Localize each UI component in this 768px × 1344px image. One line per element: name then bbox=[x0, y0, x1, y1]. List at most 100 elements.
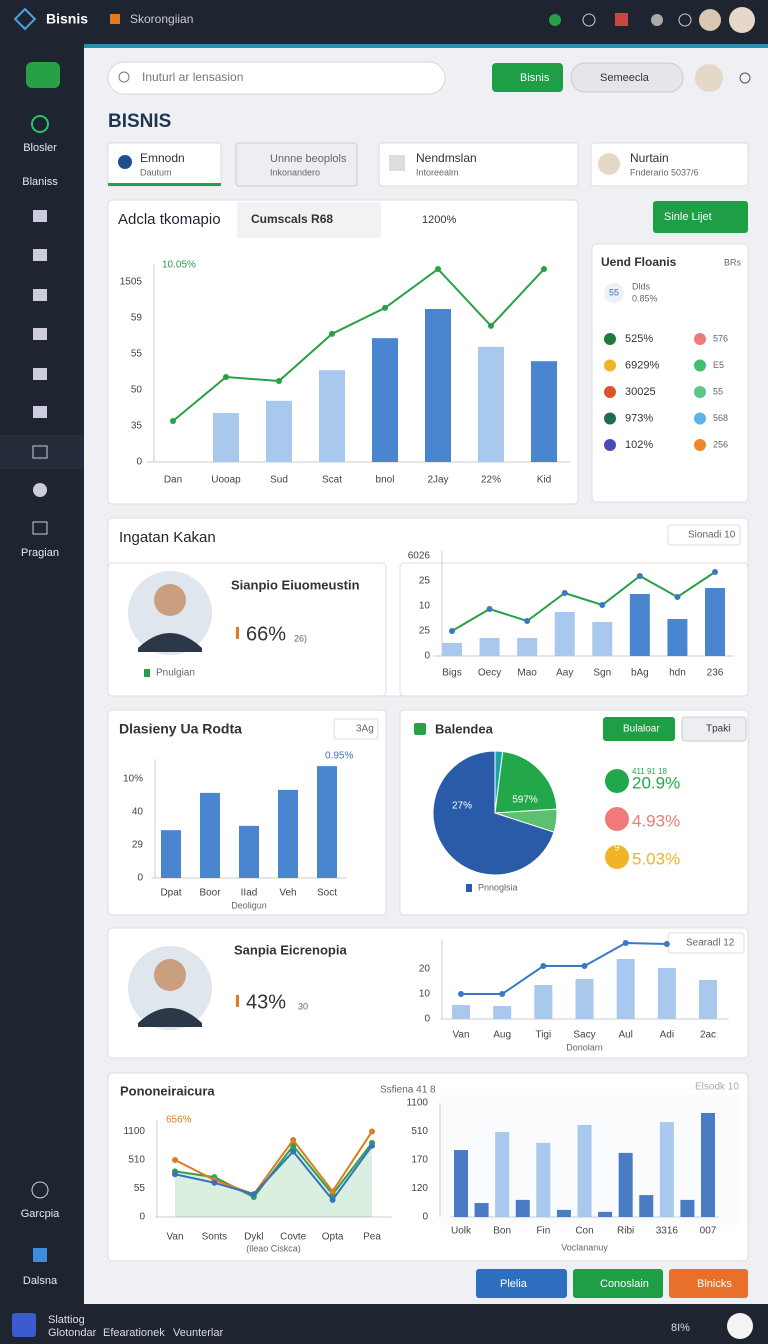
y-tick-label: 50 bbox=[131, 385, 143, 396]
point bbox=[541, 266, 547, 273]
button[interactable] bbox=[476, 1269, 567, 1298]
nav-icon[interactable] bbox=[33, 289, 47, 301]
icon[interactable] bbox=[549, 14, 561, 26]
nav-icon[interactable] bbox=[33, 328, 47, 340]
bar bbox=[699, 980, 717, 1019]
card-tab[interactable] bbox=[237, 202, 381, 238]
point bbox=[561, 590, 568, 596]
x-tick-label: Opta bbox=[322, 1232, 344, 1243]
menu-icon bbox=[110, 14, 120, 24]
tab[interactable] bbox=[378, 142, 579, 187]
y-tick-label: 0 bbox=[139, 1212, 145, 1223]
icon[interactable] bbox=[651, 14, 663, 26]
footer bbox=[0, 1304, 768, 1344]
nav-item[interactable]: Dalsna bbox=[23, 1275, 58, 1287]
search[interactable] bbox=[667, 524, 741, 546]
annotation: 0.95% bbox=[325, 751, 353, 762]
button[interactable] bbox=[681, 716, 747, 742]
avatar[interactable] bbox=[699, 9, 721, 31]
menu[interactable]: Skorongiian bbox=[130, 12, 193, 26]
button-label: Plelia bbox=[500, 1278, 528, 1290]
x-tick-label: Aay bbox=[556, 668, 573, 679]
dropdown[interactable] bbox=[570, 62, 684, 93]
card-title: Pononeiraicura bbox=[120, 1083, 215, 1098]
legend-search[interactable]: BRs bbox=[724, 257, 742, 267]
bar bbox=[425, 309, 451, 462]
card-title: Ingatan Kakan bbox=[119, 529, 216, 546]
nav-icon[interactable] bbox=[33, 368, 47, 380]
nav-active[interactable] bbox=[0, 435, 84, 469]
bar bbox=[200, 792, 220, 878]
pie-label: 27% bbox=[452, 801, 472, 812]
nav-icon[interactable] bbox=[33, 1248, 47, 1262]
footer-link[interactable]: Veunterlar bbox=[173, 1327, 223, 1339]
x-axis-label: Voclananuy bbox=[561, 1242, 608, 1252]
legend-value: 576 bbox=[713, 333, 728, 343]
point bbox=[382, 304, 388, 311]
search-label[interactable]: Elsodk 10 bbox=[695, 1082, 739, 1093]
tab[interactable] bbox=[590, 142, 749, 187]
x-axis-label: Deoligun bbox=[231, 900, 267, 910]
footer-icon[interactable] bbox=[12, 1313, 36, 1337]
nav-icon[interactable] bbox=[33, 249, 47, 261]
button[interactable] bbox=[603, 717, 675, 741]
button[interactable] bbox=[653, 201, 748, 233]
nav-icon[interactable] bbox=[33, 483, 47, 497]
stat-marker bbox=[236, 995, 239, 1007]
x-tick-label: Dan bbox=[164, 475, 182, 486]
button-label: Blnicks bbox=[697, 1278, 732, 1290]
point bbox=[499, 991, 506, 997]
nav-item[interactable]: Blosler bbox=[23, 142, 57, 154]
icon[interactable] bbox=[678, 13, 692, 27]
point bbox=[674, 594, 681, 600]
search-box[interactable] bbox=[107, 61, 446, 95]
nav-icon[interactable] bbox=[33, 210, 47, 222]
footer-link[interactable]: Glotondar bbox=[48, 1327, 97, 1339]
icon[interactable] bbox=[582, 13, 596, 27]
avatar[interactable] bbox=[727, 1313, 753, 1339]
point bbox=[329, 1188, 336, 1195]
point bbox=[458, 991, 464, 997]
search-label[interactable]: Ssfiena 41 8 bbox=[380, 1085, 436, 1096]
icon[interactable] bbox=[615, 13, 628, 26]
avatar[interactable] bbox=[695, 64, 723, 92]
nav-icon[interactable] bbox=[32, 445, 48, 459]
button[interactable] bbox=[573, 1269, 663, 1298]
card-stat: 1200% bbox=[422, 214, 456, 226]
footer-link[interactable]: Efearationek bbox=[103, 1327, 165, 1339]
search-label: Sionadi 10 bbox=[688, 530, 736, 541]
point bbox=[636, 573, 643, 579]
nav-icon[interactable] bbox=[33, 406, 47, 418]
x-tick-label: Adi bbox=[660, 1030, 674, 1041]
x-tick-label: Sud bbox=[270, 475, 288, 486]
nav-icon[interactable] bbox=[31, 1181, 49, 1199]
nav-item[interactable]: Pragian bbox=[21, 547, 59, 559]
button[interactable] bbox=[669, 1269, 748, 1298]
nav-item[interactable]: Blaniss bbox=[22, 176, 58, 188]
legend-sub-top: Dlds bbox=[632, 281, 651, 291]
legend-value: 973% bbox=[625, 412, 653, 424]
tab[interactable] bbox=[235, 142, 358, 187]
x-tick-label: Mao bbox=[517, 668, 537, 679]
button-label: Tpaki bbox=[706, 724, 730, 735]
point bbox=[599, 602, 606, 608]
x-tick-label: Fin bbox=[536, 1226, 550, 1237]
icon[interactable] bbox=[739, 72, 751, 84]
stat-circle bbox=[605, 769, 629, 793]
primary-button[interactable] bbox=[492, 63, 563, 92]
point bbox=[250, 1191, 257, 1198]
bar bbox=[517, 638, 538, 656]
legend-label: Pnnoglsia bbox=[478, 882, 518, 892]
nav-icon[interactable] bbox=[31, 115, 49, 133]
bar bbox=[531, 361, 557, 462]
search-label: Searadl 12 bbox=[686, 938, 735, 949]
nav-item[interactable]: Garcpia bbox=[21, 1208, 60, 1220]
nav-icon[interactable] bbox=[32, 521, 48, 535]
tab-icon bbox=[389, 155, 405, 171]
avatar[interactable] bbox=[729, 7, 755, 33]
card-icon bbox=[414, 723, 426, 735]
search[interactable] bbox=[333, 718, 379, 740]
stat-small: 411 91 18 bbox=[632, 767, 668, 776]
person-note: 26) bbox=[294, 633, 307, 643]
search-placeholder: Inuturl ar lensasion bbox=[142, 70, 243, 84]
